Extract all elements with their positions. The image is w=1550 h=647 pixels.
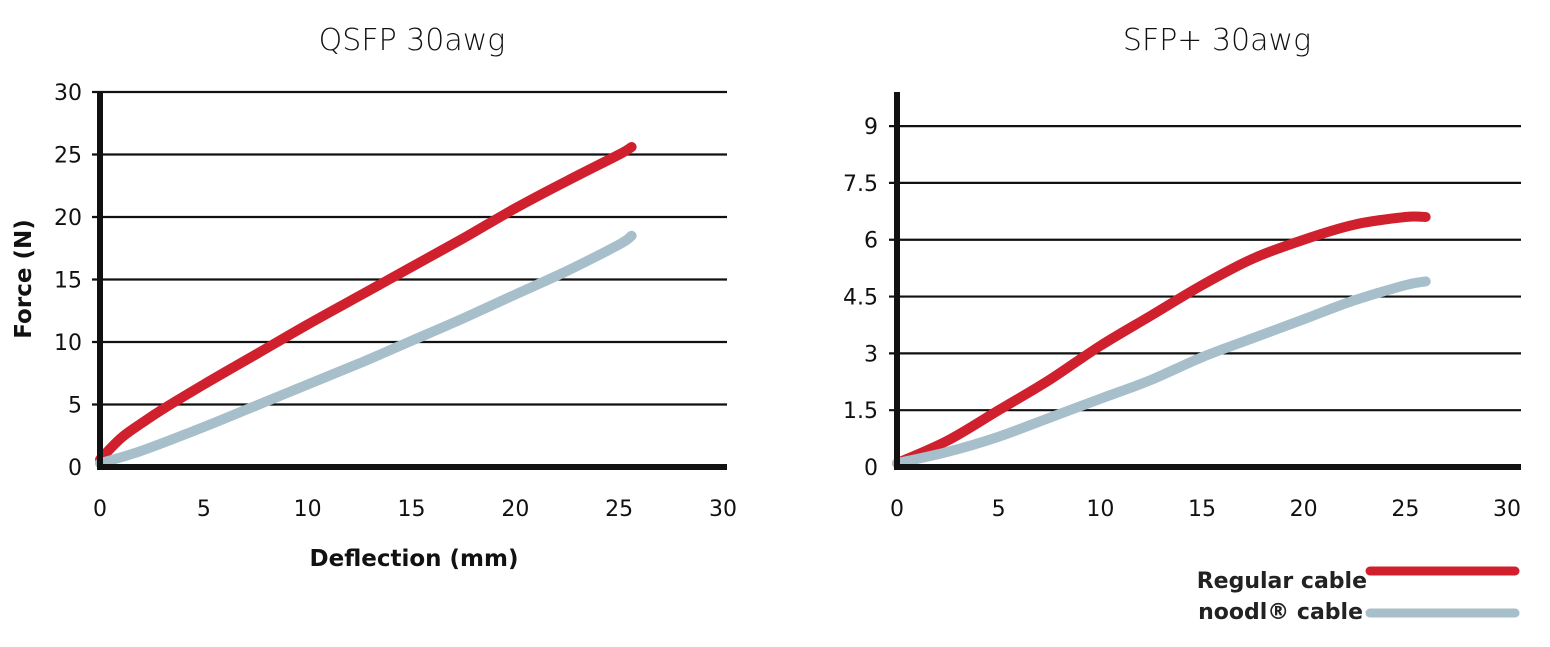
sfp-chart-title: SFP+ 30awg <box>1123 23 1311 58</box>
sfp-x-tick-label: 30 <box>1493 497 1521 522</box>
qsfp-y-tick-label: 15 <box>54 269 82 294</box>
qsfp-y-tick-label: 20 <box>54 206 82 231</box>
qsfp-y-tick-label: 10 <box>54 331 82 356</box>
qsfp-series-noodl-cable <box>95 230 637 469</box>
qsfp-y-tick-label: 5 <box>68 394 82 419</box>
sfp-x-tick-label: 0 <box>890 497 904 522</box>
sfp-x-tick-label: 15 <box>1188 497 1216 522</box>
qsfp-y-tick-label: 0 <box>68 456 82 481</box>
legend-label-regular: Regular cable <box>1197 569 1367 594</box>
legend-label-noodl: noodl® cable <box>1198 600 1363 625</box>
qsfp-x-tick-label: 20 <box>501 497 529 522</box>
qsfp-x-tick-label: 25 <box>605 497 633 522</box>
sfp-y-tick-label: 0 <box>864 456 878 481</box>
sfp-y-tick-label: 7.5 <box>843 172 878 197</box>
sfp-x-tick-label: 10 <box>1086 497 1114 522</box>
sfp-chart: SFP+ 30awg 0 1.5 3 4.5 6 7.5 9 0 5 10 15 20 25 30 <box>843 23 1521 522</box>
sfp-x-tick-label: 25 <box>1391 497 1419 522</box>
sfp-y-tick-label: 3 <box>864 342 878 367</box>
qsfp-x-axis-label: Deflection (mm) <box>310 546 519 572</box>
sfp-y-tick-label: 4.5 <box>843 286 878 311</box>
qsfp-chart: QSFP 30awg 0 5 10 15 20 25 30 0 5 10 15 20 25 30 Def… <box>11 23 737 572</box>
qsfp-y-tick-label: 30 <box>54 81 82 106</box>
sfp-y-tick-label: 6 <box>864 229 878 254</box>
qsfp-x-tick-label: 5 <box>197 497 211 522</box>
qsfp-x-tick-label: 15 <box>398 497 426 522</box>
sfp-series-noodl-cable <box>892 276 1431 469</box>
sfp-y-tick-label: 9 <box>864 115 878 140</box>
qsfp-series-regular-cable <box>95 142 637 465</box>
qsfp-y-tick-label: 25 <box>54 144 82 169</box>
sfp-x-tick-label: 20 <box>1290 497 1318 522</box>
sfp-y-tick-label: 1.5 <box>843 399 878 424</box>
qsfp-x-tick-label: 30 <box>709 497 737 522</box>
legend: Regular cable noodl® cable <box>1197 566 1520 625</box>
sfp-x-tick-label: 5 <box>992 497 1006 522</box>
qsfp-chart-title: QSFP 30awg <box>319 23 506 58</box>
qsfp-x-tick-label: 0 <box>93 497 107 522</box>
qsfp-y-axis-label: Force (N) <box>11 219 37 338</box>
qsfp-x-tick-label: 10 <box>294 497 322 522</box>
sfp-series-regular-cable <box>892 211 1431 469</box>
